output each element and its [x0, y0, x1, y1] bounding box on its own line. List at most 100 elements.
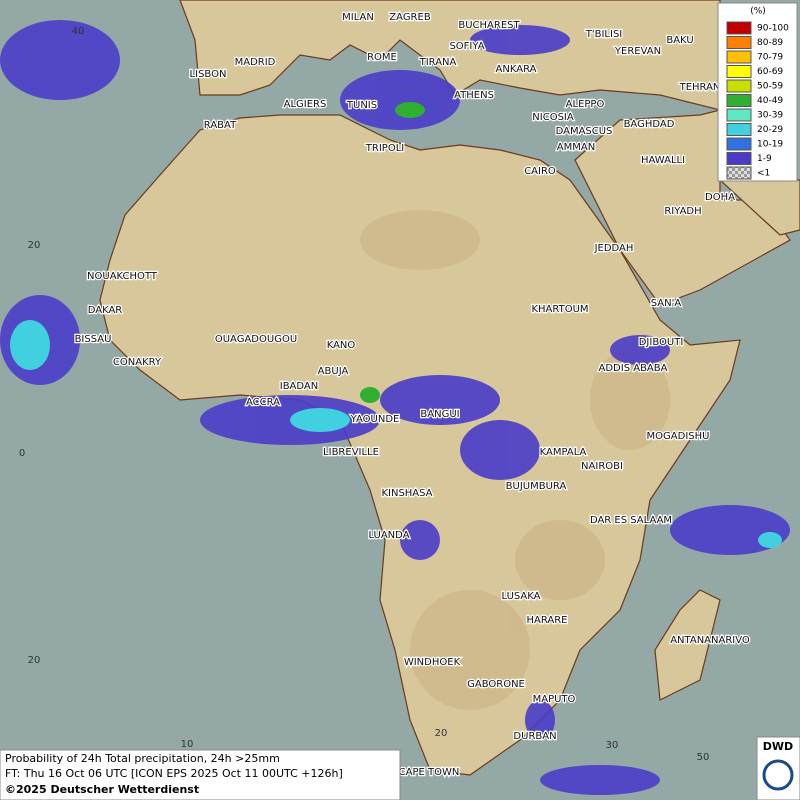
city-label: RABAT: [204, 120, 237, 131]
legend-label: 80-89: [757, 38, 783, 48]
legend-label: 50-59: [757, 82, 783, 92]
city-label: MADRID: [235, 57, 276, 68]
graticule-label: 10: [181, 739, 194, 750]
precip-40-49: [360, 102, 425, 403]
legend-swatch: [726, 79, 752, 93]
city-label: ANKARA: [496, 64, 537, 75]
legend-swatch: [726, 137, 752, 151]
legend-swatch: [726, 65, 752, 78]
city-label: TIRANA: [419, 57, 457, 68]
graticule-label: 20: [28, 240, 41, 251]
city-label: AMMAN: [557, 142, 595, 153]
city-label: SOFIYA: [449, 41, 484, 52]
city-label: BAGHDAD: [624, 119, 675, 130]
terrain: [360, 210, 670, 710]
logo: DWD: [763, 740, 793, 753]
city-label: CONAKRY: [113, 357, 162, 368]
city-label: BAKU: [666, 35, 693, 46]
legend-swatch: [726, 152, 752, 165]
legend-swatch: [726, 94, 752, 107]
legend-swatch: [726, 21, 752, 35]
city-label: YEREVAN: [614, 46, 661, 57]
city-label: T'BILISI: [585, 29, 622, 40]
legend-label: 90-100: [757, 24, 789, 34]
legend-label: 60-69: [757, 67, 783, 77]
city-label: IBADAN: [280, 381, 319, 392]
legend-unit: (%): [750, 7, 766, 17]
logo-icon: [762, 759, 794, 791]
city-label: DURBAN: [513, 731, 556, 742]
city-label: NICOSIA: [532, 112, 574, 123]
city-label: MAPUTO: [533, 694, 576, 705]
city-label: NOUAKCHOTT: [87, 271, 158, 282]
city-label: KINSHASA: [381, 488, 432, 499]
city-label: OUAGADOUGOU: [215, 334, 297, 345]
city-label: DJIBOUTI: [639, 337, 684, 348]
legend-label: 1-9: [757, 154, 772, 164]
city-label: KAMPALA: [540, 447, 587, 458]
legend-swatch: [726, 50, 752, 64]
city-label: NAIROBI: [581, 461, 623, 472]
city-label: RIYADH: [664, 206, 701, 217]
city-label: BUJUMBURA: [506, 481, 567, 492]
city-label: TRIPOLI: [365, 143, 404, 154]
city-label: KHARTOUM: [531, 304, 588, 315]
city-label: WINDHOEK: [404, 657, 461, 668]
city-label: HAWALLI: [641, 155, 685, 166]
legend-swatch: [726, 166, 752, 180]
legend-label: 40-49: [757, 96, 783, 106]
city-label: DAKAR: [88, 305, 123, 316]
city-label: LIBREVILLE: [323, 447, 379, 458]
city-label: CAPE TOWN: [399, 767, 460, 778]
city-label: LISBON: [190, 69, 227, 80]
legend-swatch: [726, 36, 752, 49]
city-label: ZAGREB: [389, 12, 431, 23]
city-label: HARARE: [526, 615, 567, 626]
graticule-label: 50: [697, 752, 710, 763]
caption-line: Probability of 24h Total precipitation, …: [5, 752, 280, 765]
graticule-label: 20: [435, 728, 448, 739]
city-label: CAIRO: [524, 166, 556, 177]
city-label: ADDIS ABABA: [599, 363, 668, 374]
city-label: BANGUI: [420, 409, 459, 420]
city-label: TUNIS: [346, 100, 377, 111]
graticule-label: 0: [19, 448, 25, 459]
city-label: ANTANANARIVO: [670, 635, 750, 646]
legend-swatch: [726, 123, 752, 136]
city-label: DAR ES SALAAM: [590, 515, 672, 526]
graticule-label: 30: [606, 740, 619, 751]
precip-20-29: [10, 320, 782, 548]
legend-label: <1: [757, 169, 770, 179]
legend-swatch: [726, 108, 752, 122]
graticule-label: 40: [72, 26, 85, 37]
city-label: JEDDAH: [594, 243, 634, 254]
city-label: ACCRA: [246, 397, 280, 408]
city-label: ABUJA: [318, 366, 349, 377]
city-label: ATHENS: [454, 90, 494, 101]
graticule-label: 20: [28, 655, 41, 666]
city-label: MILAN: [342, 12, 374, 23]
legend-label: 70-79: [757, 53, 783, 63]
city-label: LUANDA: [368, 530, 409, 541]
legend-label: 20-29: [757, 125, 783, 135]
legend: (%) 90-100 80-89 70-79 60-69 50-59 40-49 30-39…: [717, 2, 798, 182]
city-label: SAN'A: [651, 298, 682, 309]
city-label: TEHRAN: [679, 82, 721, 93]
copyright: ©2025 Deutscher Wetterdienst: [5, 783, 199, 796]
city-label: DOHA: [705, 192, 735, 203]
city-label: DAMASCUS: [556, 126, 613, 137]
city-label: BUCHAREST: [458, 20, 520, 31]
city-label: ALEPPO: [566, 99, 605, 110]
city-label: LUSAKA: [502, 591, 541, 602]
legend-label: 30-39: [757, 111, 783, 121]
city-label: MOGADISHU: [647, 431, 710, 442]
city-label: KANO: [327, 340, 356, 351]
city-label: ALGIERS: [284, 99, 327, 110]
legend-label: 10-19: [757, 140, 783, 150]
caption-line: FT: Thu 16 Oct 06 UTC [ICON EPS 2025 Oct…: [5, 767, 343, 780]
city-label: YAOUNDE: [350, 414, 400, 425]
city-label: ROME: [367, 52, 397, 63]
city-label: BISSAU: [75, 334, 112, 345]
city-label: GABORONE: [467, 679, 525, 690]
